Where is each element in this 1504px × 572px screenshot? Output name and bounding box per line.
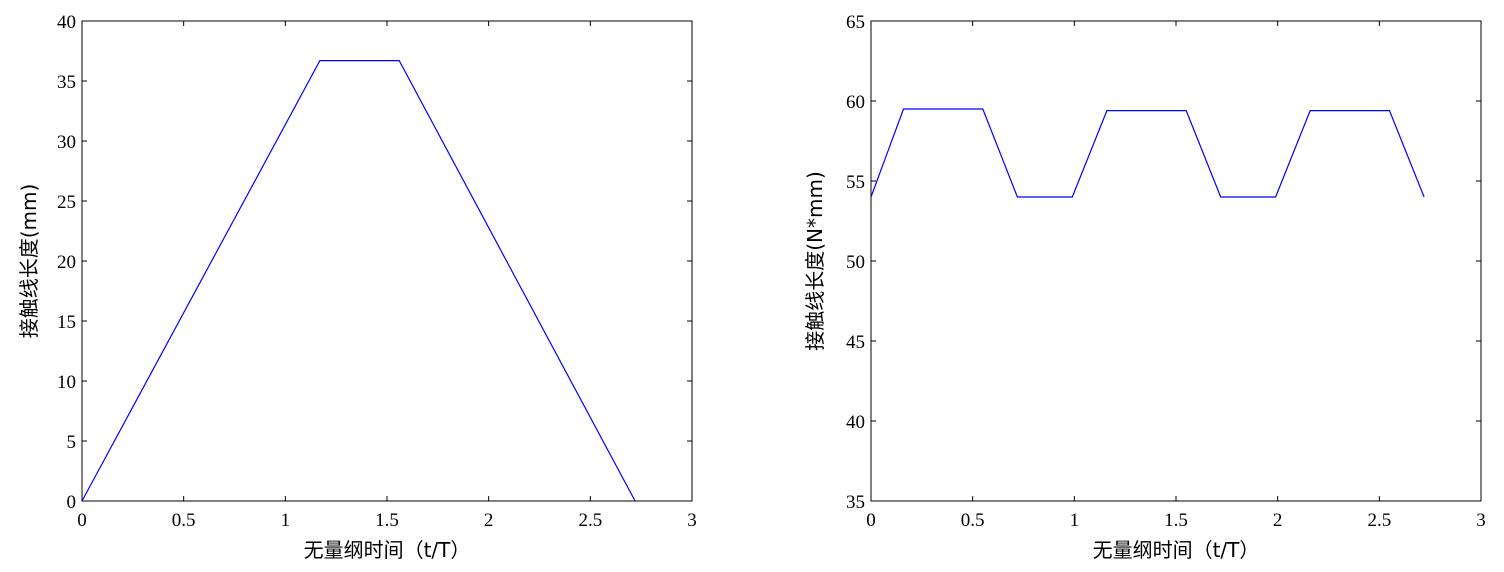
y-tick-label: 50 xyxy=(846,252,865,273)
y-tick-label: 20 xyxy=(57,252,76,273)
x-tick-label: 1.5 xyxy=(1164,510,1188,531)
y-tick-label: 45 xyxy=(846,332,865,353)
x-tick-label: 1.5 xyxy=(375,510,399,531)
x-axis-label-left: 无量纲时间（t/T） xyxy=(304,538,471,562)
x-tick-label: 0.5 xyxy=(961,510,985,531)
y-tick-label: 10 xyxy=(57,372,76,393)
y-tick-label: 15 xyxy=(57,312,76,333)
x-tick-label: 0 xyxy=(77,510,87,531)
y-tick-label: 60 xyxy=(846,92,865,113)
y-axis-label-right: 接触线长度(N*mm) xyxy=(803,171,827,351)
y-tick-label: 55 xyxy=(846,172,865,193)
series-left xyxy=(81,59,636,502)
y-tick-label: 5 xyxy=(67,432,77,453)
x-ticks-right: 0 0.5 1 1.5 2 2.5 3 xyxy=(866,21,1486,531)
x-tick-label: 2.5 xyxy=(1367,510,1391,531)
x-tick-label: 2.5 xyxy=(578,510,602,531)
y-tick-label: 35 xyxy=(57,72,76,93)
chart-left: 0 0.5 1 1.5 2 2.5 3 0 5 10 15 20 25 30 35 40 无量纲时间（t/T… xyxy=(17,12,697,562)
y-tick-label: 40 xyxy=(846,412,865,433)
x-tick-label: 0.5 xyxy=(172,510,196,531)
y-ticks-left: 0 5 10 15 20 25 30 35 40 xyxy=(57,12,692,513)
series-line-1 xyxy=(870,108,1425,198)
y-tick-label: 35 xyxy=(846,492,865,513)
series-line-1 xyxy=(81,59,636,502)
x-ticks-left: 0 0.5 1 1.5 2 2.5 3 xyxy=(77,21,697,531)
x-axis-label-right: 无量纲时间（t/T） xyxy=(1093,538,1260,562)
y-tick-label: 25 xyxy=(57,192,76,213)
x-tick-label: 1 xyxy=(1070,510,1080,531)
x-tick-label: 3 xyxy=(687,510,697,531)
y-tick-label: 40 xyxy=(57,12,76,33)
x-tick-label: 3 xyxy=(1476,510,1486,531)
y-tick-label: 65 xyxy=(846,12,865,33)
y-tick-label: 30 xyxy=(57,132,76,153)
x-tick-label: 2 xyxy=(484,510,494,531)
y-tick-label: 0 xyxy=(67,492,77,513)
x-tick-label: 1 xyxy=(281,510,291,531)
y-ticks-right: 35 40 45 50 55 60 65 xyxy=(846,12,1481,513)
series-right xyxy=(870,108,1425,198)
plot-frame-left xyxy=(81,20,693,502)
x-tick-label: 2 xyxy=(1273,510,1283,531)
x-tick-label: 0 xyxy=(866,510,876,531)
y-axis-label-left: 接触线长度(mm) xyxy=(17,184,41,339)
plot-frame-right xyxy=(870,20,1482,502)
